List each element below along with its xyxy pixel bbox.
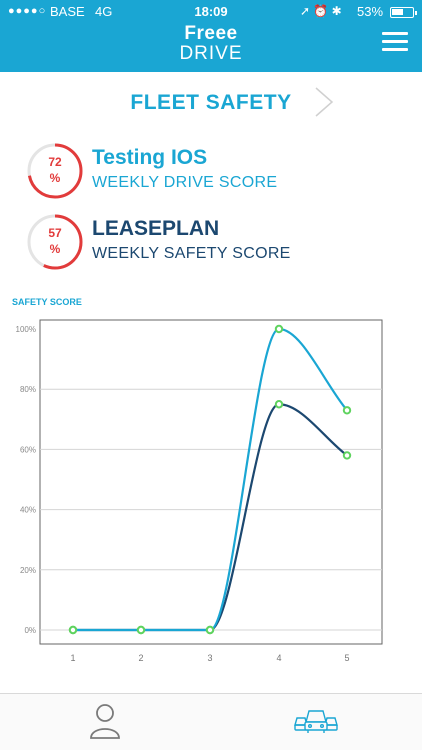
chevron-right-icon[interactable]	[312, 86, 336, 118]
status-icons: ➚ ⏰ ✱	[300, 4, 342, 18]
series-line-0	[72, 327, 348, 632]
y-tick-label: 40%	[20, 506, 36, 515]
battery-tip	[415, 10, 417, 15]
battery-icon	[390, 7, 417, 18]
battery-fill	[392, 9, 403, 15]
cars-icon[interactable]	[293, 705, 339, 735]
logo-line-2: DRIVE	[179, 43, 243, 64]
status-time: 18:09	[194, 4, 228, 19]
score-subtitle: WEEKLY SAFETY SCORE	[92, 245, 291, 262]
data-point	[68, 625, 78, 635]
logo-line-1: Freee	[184, 23, 238, 44]
score-row-leaseplan[interactable]: 57 % LEASEPLAN WEEKLY SAFETY SCORE	[26, 213, 406, 273]
x-tick-label: 5	[344, 653, 349, 663]
bottom-nav	[0, 693, 422, 750]
score-unit: %	[49, 242, 61, 256]
data-point	[136, 625, 146, 635]
score-value: 57	[48, 226, 62, 240]
network-type: 4G	[95, 4, 113, 19]
score-name: Testing IOS	[92, 146, 208, 169]
y-tick-label: 100%	[16, 325, 36, 334]
y-tick-label: 0%	[24, 626, 36, 635]
data-point	[342, 451, 352, 460]
x-tick-label: 1	[70, 653, 75, 663]
user-icon[interactable]	[88, 702, 122, 740]
status-bar: ●●●●○ BASE 4G 18:09 ➚ ⏰ ✱ 53%	[0, 0, 422, 24]
series-line-1	[72, 403, 348, 632]
score-ring	[27, 214, 83, 270]
carrier-name: BASE	[50, 4, 85, 19]
data-point	[274, 400, 284, 409]
y-tick-label: 80%	[20, 385, 36, 394]
y-tick-label: 60%	[20, 445, 36, 454]
score-value: 72	[48, 155, 62, 169]
score-unit: %	[49, 171, 61, 185]
page-title: FLEET SAFETY	[130, 91, 292, 114]
battery-percent: 53%	[357, 4, 384, 19]
x-tick-label: 3	[207, 653, 212, 663]
score-subtitle: WEEKLY DRIVE SCORE	[92, 174, 278, 191]
safety-score-chart: 0% 20% 40% 60% 80% 100% 1 2 3 4 5	[16, 319, 383, 663]
x-tick-label: 4	[276, 653, 281, 663]
score-row-testing-ios[interactable]: 72 % Testing IOS WEEKLY DRIVE SCORE	[26, 142, 406, 202]
data-point	[274, 324, 284, 334]
y-tick-label: 20%	[20, 566, 36, 575]
score-ring-value: 57 %	[26, 225, 84, 257]
score-ring-value: 72 %	[26, 154, 84, 186]
score-ring	[27, 143, 83, 199]
plot-frame	[39, 319, 383, 645]
chart-title: SAFETY SCORE	[12, 297, 82, 307]
app-logo: Freee DRIVE	[0, 24, 422, 63]
x-tick-label: 2	[138, 653, 143, 663]
signal-strength: ●●●●○	[8, 5, 47, 17]
data-point	[342, 406, 352, 415]
hamburger-menu-icon[interactable]	[382, 32, 408, 52]
app-header: ●●●●○ BASE 4G 18:09 ➚ ⏰ ✱ 53% Freee DRIV…	[0, 0, 422, 72]
data-point	[205, 625, 215, 635]
score-name: LEASEPLAN	[92, 217, 220, 240]
